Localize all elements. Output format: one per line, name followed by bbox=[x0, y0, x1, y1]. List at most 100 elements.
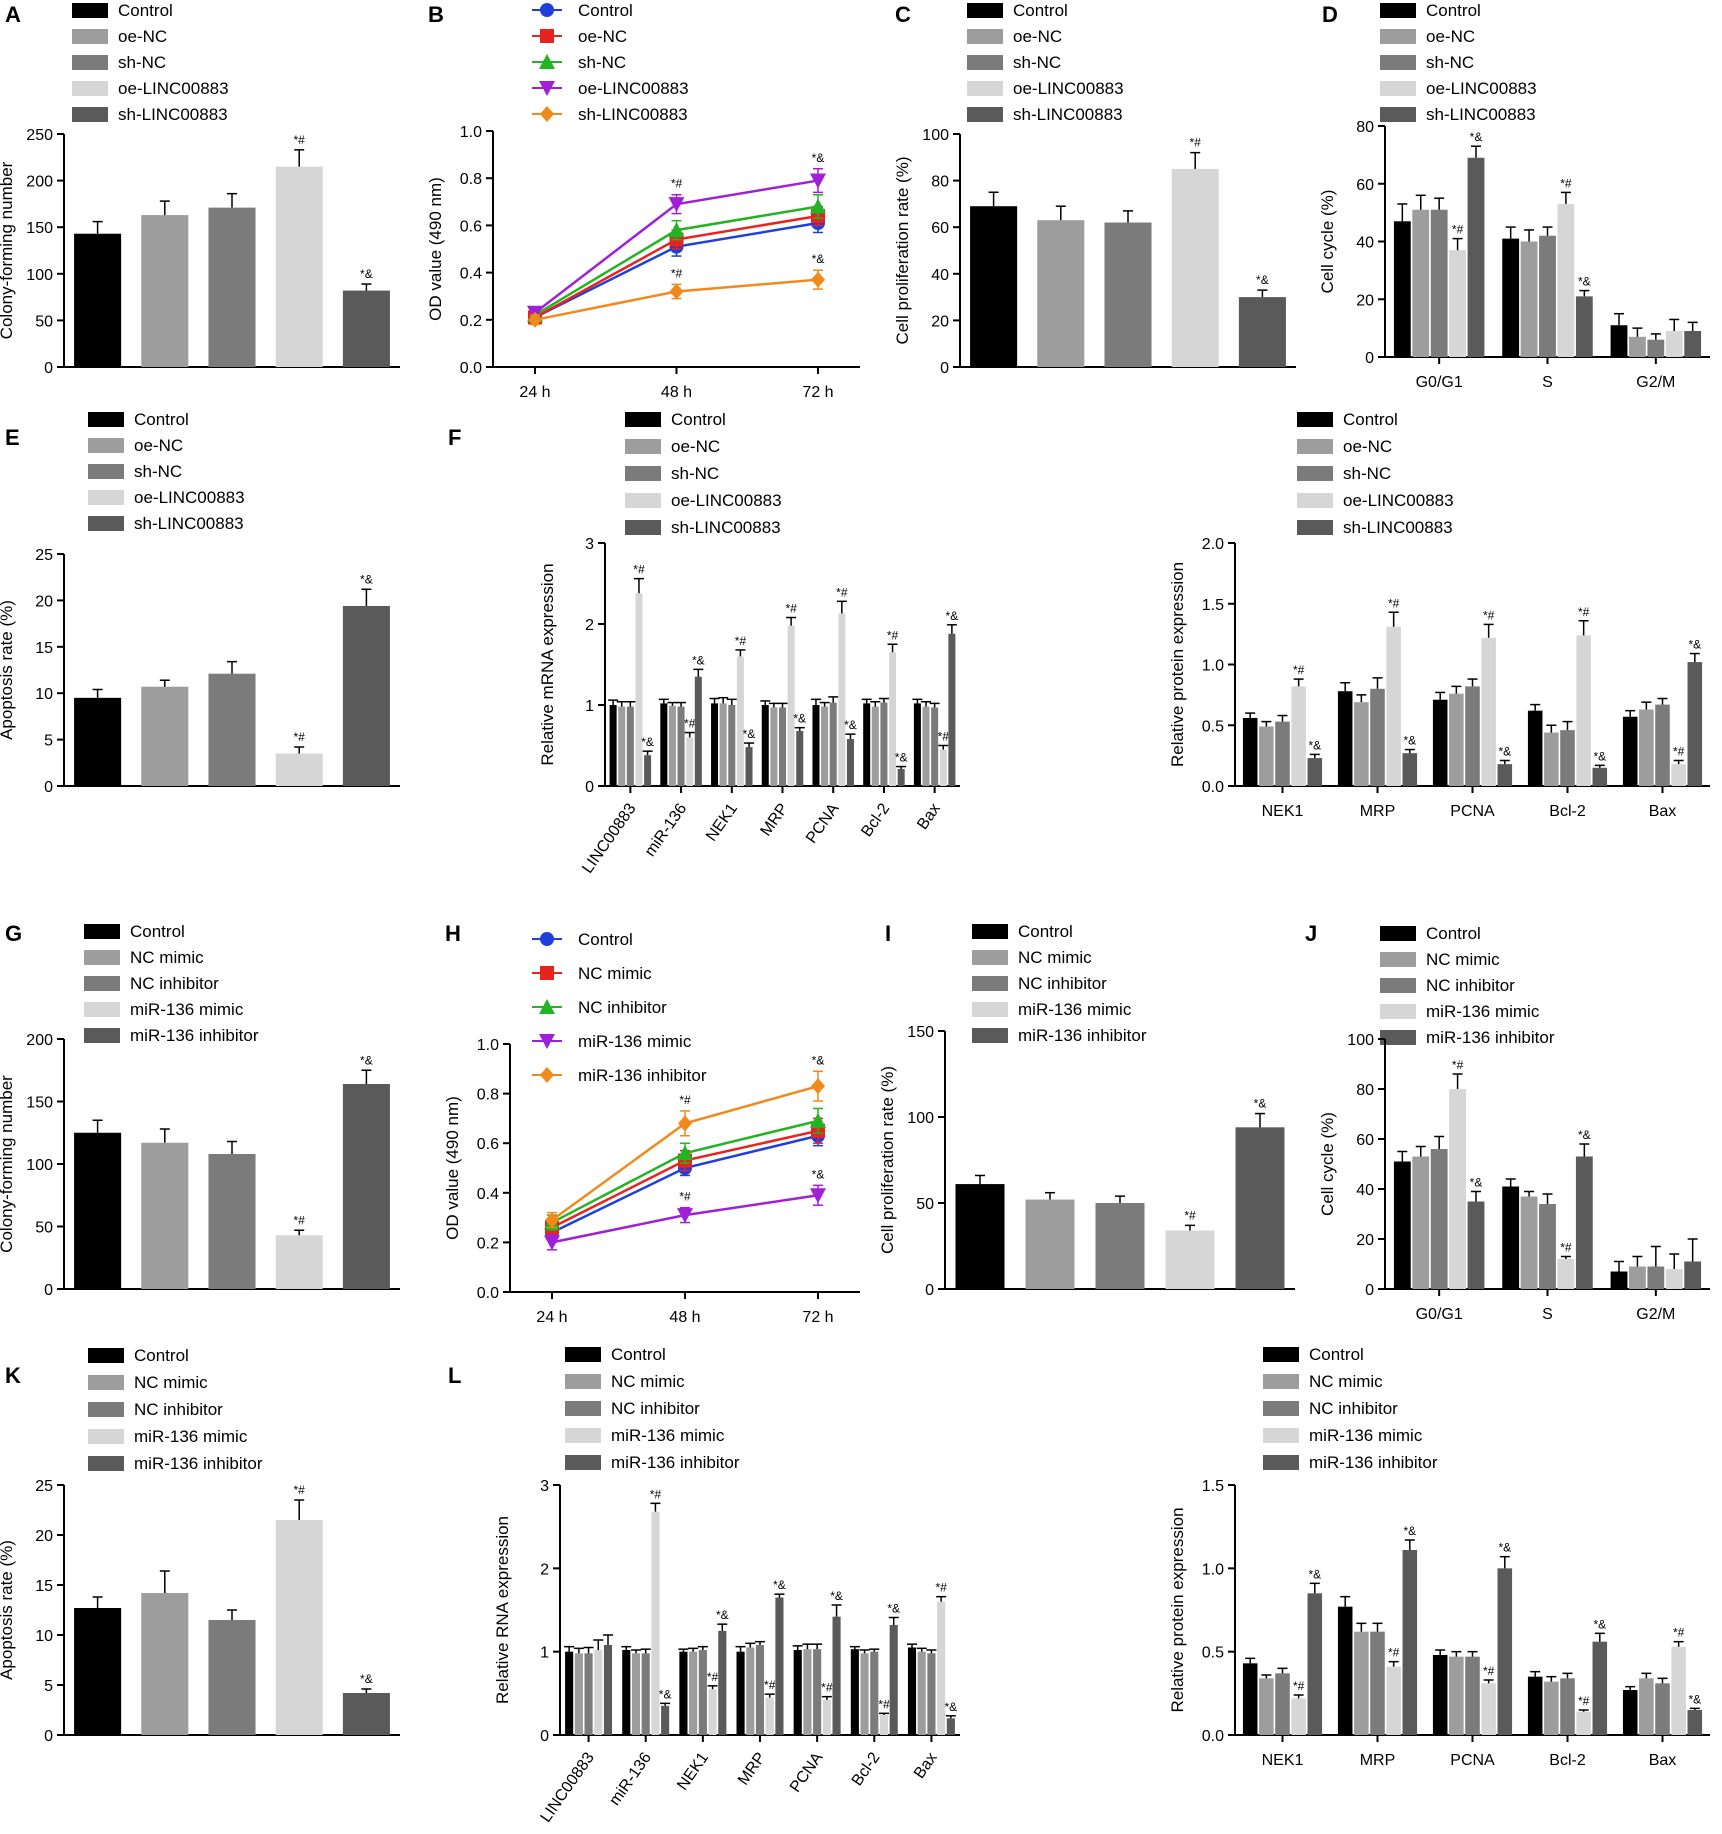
bar-F1 bbox=[618, 706, 626, 786]
bar-E bbox=[74, 697, 122, 786]
x-tick-label-H: 72 h bbox=[802, 1309, 833, 1326]
legend-swatch-A bbox=[72, 55, 108, 70]
significance-mark-F1: *# bbox=[633, 563, 645, 577]
legend-swatch-D bbox=[1380, 107, 1416, 122]
legend-label-C: oe-LINC00883 bbox=[1013, 79, 1124, 98]
bar-F1 bbox=[846, 739, 854, 786]
bar-G bbox=[275, 1235, 323, 1289]
legend-label-H: miR-136 mimic bbox=[578, 1032, 692, 1051]
y-tick-label-J: 40 bbox=[1356, 1182, 1374, 1199]
bar-L1 bbox=[746, 1647, 755, 1735]
bar-F2 bbox=[1259, 726, 1274, 786]
bar-D bbox=[1557, 203, 1575, 357]
bar-K bbox=[275, 1520, 323, 1735]
x-tick-label-B: 24 h bbox=[519, 384, 550, 401]
bar-D bbox=[1575, 296, 1593, 357]
bar-L1 bbox=[641, 1653, 650, 1735]
bar-D bbox=[1629, 336, 1646, 357]
y-tick-label-B: 0.2 bbox=[460, 313, 482, 330]
legend-swatch-F2 bbox=[1297, 493, 1333, 508]
bar-A bbox=[74, 233, 122, 367]
bar-F1 bbox=[694, 676, 702, 786]
y-tick-label-L1: 3 bbox=[540, 1478, 549, 1495]
y-tick-label-K: 5 bbox=[44, 1678, 53, 1695]
bar-L2 bbox=[1402, 1550, 1418, 1735]
bar-L1 bbox=[651, 1511, 660, 1735]
bar-J bbox=[1610, 1271, 1628, 1289]
y-tick-label-E: 15 bbox=[35, 640, 53, 657]
data-point-B bbox=[669, 283, 684, 300]
legend-swatch-L1 bbox=[565, 1455, 601, 1470]
y-tick-label-D: 0 bbox=[1365, 350, 1374, 367]
bar-L1 bbox=[631, 1653, 641, 1735]
bar-K bbox=[208, 1620, 256, 1735]
y-tick-label-G: 50 bbox=[35, 1220, 53, 1237]
legend-label-K: miR-136 inhibitor bbox=[134, 1454, 263, 1473]
significance-mark-G: *# bbox=[294, 1213, 306, 1227]
y-tick-label-G: 100 bbox=[26, 1157, 53, 1174]
bar-L1 bbox=[889, 1625, 898, 1735]
bar-F1 bbox=[686, 737, 694, 786]
y-tick-label-G: 0 bbox=[44, 1282, 53, 1299]
significance-mark-H: *# bbox=[679, 1190, 691, 1204]
legend-label-L2: NC inhibitor bbox=[1309, 1399, 1398, 1418]
significance-mark-L2: *& bbox=[1688, 1692, 1701, 1706]
bar-J bbox=[1647, 1266, 1665, 1289]
y-tick-label-A: 100 bbox=[26, 267, 53, 284]
legend-label-J: Control bbox=[1426, 924, 1481, 943]
significance-mark-L2: *# bbox=[1483, 1664, 1495, 1678]
bar-L2 bbox=[1655, 1683, 1670, 1735]
bar-L2 bbox=[1337, 1606, 1353, 1735]
bar-L1 bbox=[813, 1649, 822, 1735]
bar-F1 bbox=[677, 706, 685, 786]
data-point-H bbox=[545, 1212, 559, 1229]
significance-mark-H: *& bbox=[812, 1167, 825, 1181]
y-axis-title-H: OD value (490 nm) bbox=[443, 1096, 462, 1240]
legend-swatch-F2 bbox=[1297, 439, 1333, 454]
legend-label-A: sh-LINC00883 bbox=[118, 105, 228, 124]
x-tick-label-B: 48 h bbox=[661, 384, 692, 401]
bar-D bbox=[1610, 325, 1628, 357]
legend-label-D: sh-LINC00883 bbox=[1426, 105, 1536, 124]
significance-mark-F1: *& bbox=[692, 653, 705, 667]
y-tick-label-D: 40 bbox=[1356, 235, 1374, 252]
bar-F2 bbox=[1655, 704, 1670, 786]
legend-label-B: Control bbox=[578, 1, 633, 20]
legend-swatch-F1 bbox=[625, 493, 661, 508]
y-tick-label-J: 0 bbox=[1365, 1282, 1374, 1299]
legend-label-H: Control bbox=[578, 930, 633, 949]
panel-label-D: D bbox=[1322, 2, 1338, 27]
legend-swatch-I bbox=[972, 1002, 1008, 1017]
bar-L2 bbox=[1275, 1673, 1290, 1735]
y-tick-label-E: 0 bbox=[44, 779, 53, 796]
legend-marker-H bbox=[539, 1034, 555, 1049]
bar-D bbox=[1502, 238, 1520, 357]
x-tick-label-F2: PCNA bbox=[1450, 803, 1495, 820]
bar-D bbox=[1684, 331, 1702, 357]
bar-F1 bbox=[635, 593, 643, 786]
bar-L1 bbox=[736, 1651, 745, 1735]
y-tick-label-C: 20 bbox=[931, 313, 949, 330]
significance-mark-F2: *& bbox=[1308, 738, 1321, 752]
bar-J bbox=[1467, 1201, 1485, 1289]
bar-L2 bbox=[1687, 1710, 1703, 1735]
bar-L1 bbox=[698, 1650, 707, 1735]
significance-mark-F2: *# bbox=[1578, 605, 1590, 619]
x-tick-label-L1: Bcl-2 bbox=[849, 1749, 884, 1789]
data-point-H bbox=[811, 1078, 825, 1095]
bar-F2 bbox=[1639, 709, 1654, 786]
significance-mark-L1: *& bbox=[773, 1578, 786, 1592]
bar-K bbox=[141, 1593, 189, 1735]
significance-mark-B: *# bbox=[671, 177, 683, 191]
significance-mark-K: *# bbox=[294, 1483, 306, 1497]
y-axis-title-B: OD value (490 nm) bbox=[426, 177, 445, 321]
bar-L2 bbox=[1449, 1656, 1464, 1735]
legend-label-H: NC mimic bbox=[578, 964, 652, 983]
bar-F1 bbox=[761, 705, 769, 786]
y-tick-label-E: 20 bbox=[35, 593, 53, 610]
bar-F1 bbox=[829, 702, 837, 786]
bar-F2 bbox=[1481, 637, 1496, 786]
significance-mark-L2: *& bbox=[1593, 1617, 1606, 1631]
y-tick-label-L2: 1.0 bbox=[1202, 1561, 1224, 1578]
data-point-B bbox=[811, 271, 825, 288]
